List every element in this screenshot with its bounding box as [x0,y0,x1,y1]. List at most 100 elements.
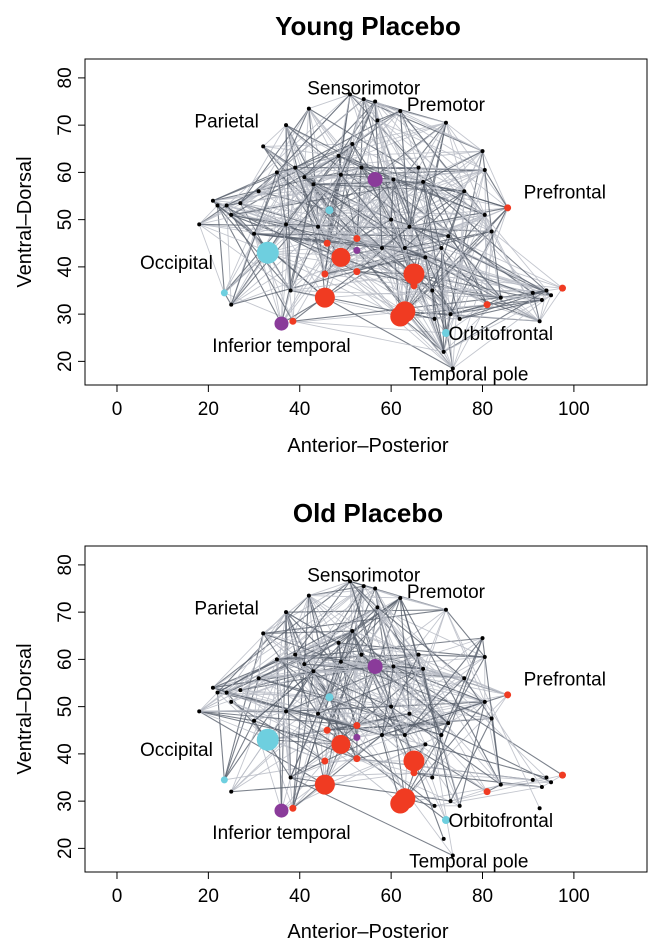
network-edge [381,656,486,736]
network-node-blue [256,241,279,264]
network-edge [448,214,486,237]
network-edge [226,642,339,693]
network-edge [285,125,292,291]
network-edge [381,247,454,369]
network-node-blue [441,329,450,338]
network-edge [276,98,365,173]
network-node [238,201,243,206]
network-node [421,179,426,184]
network-node-red [403,263,425,285]
network-edge [418,654,449,724]
network-node-red [394,788,416,810]
network-edge [418,654,502,785]
network-edge [303,663,319,714]
network-edge [450,289,547,315]
network-edge [340,661,492,719]
y-tick-label: 20 [55,351,76,372]
network-node [549,293,554,298]
network-edge [445,609,541,809]
network-edge [313,184,328,244]
network-node [439,732,444,737]
network-edge [258,108,310,192]
network-edge [276,658,392,708]
network-node [350,629,355,634]
network-node [238,688,243,693]
network-node [288,288,293,293]
network-node [439,245,444,250]
x-tick-label: 20 [198,399,219,420]
network-edge [308,581,351,597]
network-node [423,255,428,260]
network-edge [374,101,508,209]
network-edge [484,701,543,788]
network-node [539,297,544,302]
network-edge [431,290,447,334]
network-edge [240,677,259,691]
network-edge [230,172,278,305]
network-node [441,836,446,841]
x-tick-label: 40 [289,399,310,420]
network-edge [304,663,449,724]
network-node [373,586,378,591]
network-edge [217,692,330,698]
y-tick-label: 50 [55,696,76,717]
network-edge [377,607,461,807]
network-edge [240,642,339,691]
network-edge [262,124,287,147]
network-edge [285,711,292,778]
network-edge [441,247,502,298]
network-node [375,605,380,610]
network-node [443,607,448,612]
network-node [446,721,451,726]
network-edge [390,706,502,786]
network-edge [313,167,362,185]
network-node [316,711,321,716]
network-node [306,593,311,598]
network-edge [308,595,339,644]
network-edge [390,179,394,220]
network-edge [349,93,483,152]
network-edge [285,612,292,778]
network-edge [356,758,552,783]
chart-title: Young Placebo [275,11,461,41]
network-edge [445,609,486,703]
network-edge [459,289,547,320]
network-edge [459,231,493,320]
network-edge [356,758,460,807]
network-node-red [483,301,491,309]
network-node [256,676,261,681]
network-node-blue [441,816,450,825]
network-edge [317,713,383,736]
network-edge [304,663,406,736]
network-edge [400,110,447,124]
region-label: Occipital [140,253,213,274]
network-node [441,349,446,354]
y-tick-label: 80 [55,554,76,575]
network-edge [285,612,319,714]
network-edge [276,172,292,291]
x-tick-label: 0 [112,399,123,420]
region-label: Occipital [140,740,213,761]
network-edge [340,174,461,320]
network-edge [239,611,287,691]
network-node [229,699,234,704]
network-edge [393,169,485,180]
network-edge [404,677,465,736]
network-node-red [558,771,566,779]
x-axis-title: Anterior–Posterior [287,921,449,942]
network-edge [262,633,296,656]
network-node [210,685,215,690]
network-node-red [504,204,512,212]
network-node [430,288,435,293]
network-node [446,234,451,239]
edge-layer [198,580,563,856]
network-node [359,652,364,657]
x-axis: 0 20 40 60 80 100 [112,872,590,907]
network-edge [418,167,485,171]
network-node [359,165,364,170]
network-edge [399,110,410,227]
network-edge [356,758,415,774]
